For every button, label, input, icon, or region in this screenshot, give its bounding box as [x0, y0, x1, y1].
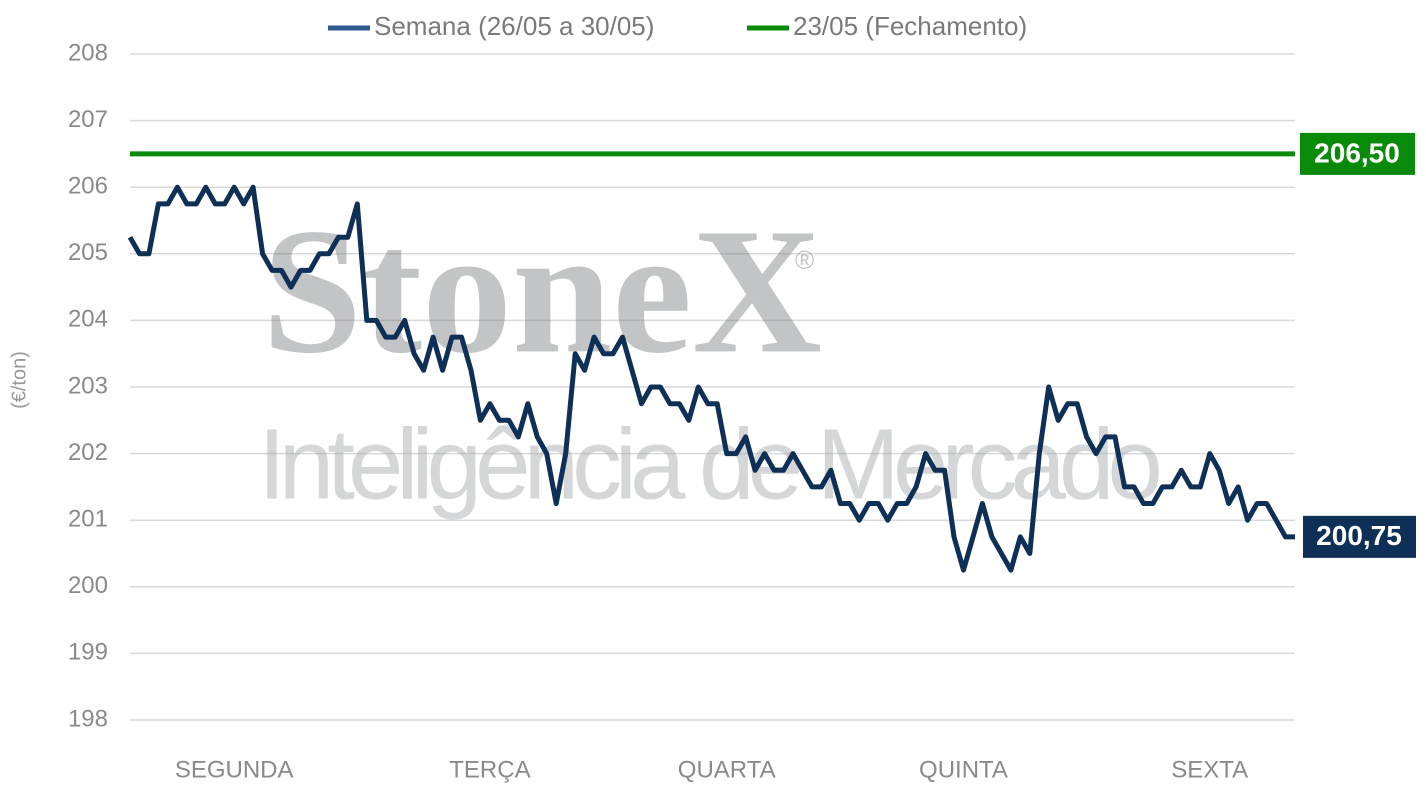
x-tick-label: TERÇA — [449, 756, 530, 783]
value-label-box — [1303, 515, 1416, 558]
y-tick-label: 202 — [68, 439, 108, 466]
x-tick-label: SEXTA — [1171, 756, 1248, 783]
watermark-tagline: Inteligência de Mercado — [258, 408, 1163, 520]
legend-label: 23/05 (Fechamento) — [793, 11, 1027, 41]
x-tick-label: SEGUNDA — [175, 756, 294, 783]
value-label-box — [1300, 132, 1415, 175]
legend-label: Semana (26/05 a 30/05) — [374, 11, 654, 41]
y-tick-label: 208 — [68, 39, 108, 66]
y-tick-label: 207 — [68, 106, 108, 133]
value-label: 206,50 — [1314, 137, 1400, 168]
y-axis-label: (€/ton) — [8, 351, 30, 409]
y-tick-label: 201 — [68, 506, 108, 533]
watermark-brand: StoneX — [262, 191, 822, 390]
y-tick-label: 199 — [68, 639, 108, 666]
series-line — [127, 184, 1295, 573]
y-tick-label: 198 — [68, 705, 108, 732]
value-label: 200,75 — [1316, 520, 1402, 551]
x-tick-label: QUINTA — [919, 756, 1008, 783]
y-tick-label: 203 — [68, 372, 108, 399]
x-tick-label: QUARTA — [678, 756, 776, 783]
watermark: StoneX ® Inteligência de Mercado — [258, 191, 1163, 520]
y-tick-label: 204 — [68, 306, 108, 333]
watermark-mark: ® — [795, 245, 814, 275]
y-tick-label: 200 — [68, 572, 108, 599]
y-tick-label: 206 — [68, 173, 108, 200]
y-tick-label: 205 — [68, 239, 108, 266]
